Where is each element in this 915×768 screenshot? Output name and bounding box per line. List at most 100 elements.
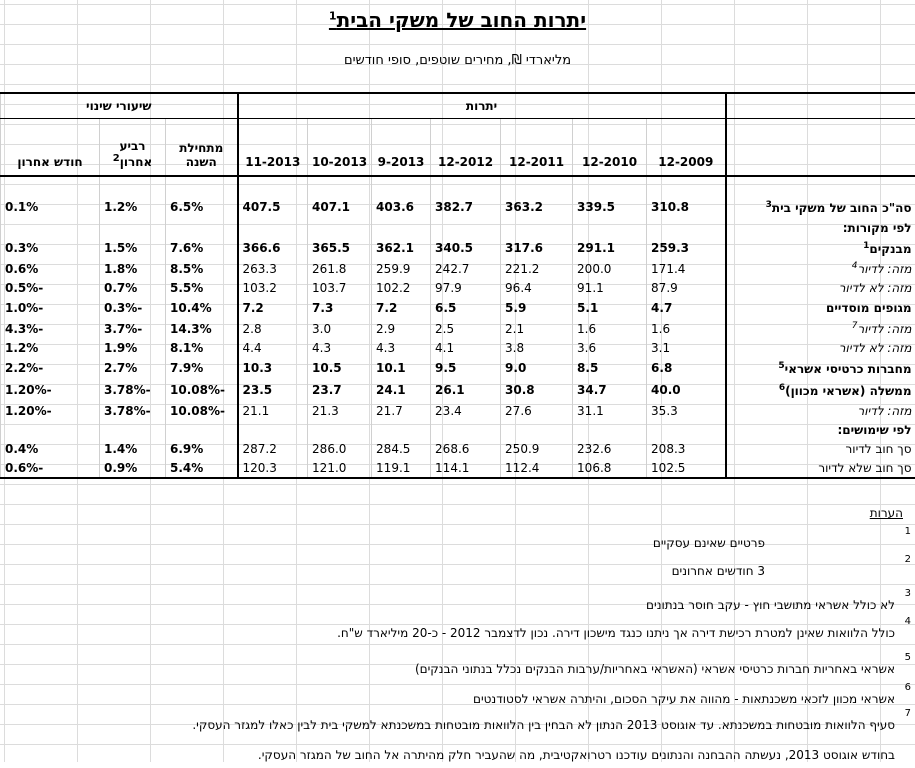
balance-cell bbox=[372, 420, 431, 439]
balance-cell: 5.9 bbox=[501, 297, 573, 319]
change-cell: -1.0% bbox=[1, 297, 100, 319]
balance-cell: 366.6 bbox=[238, 237, 308, 259]
note-number: 2 bbox=[905, 554, 911, 565]
row-label: מחברות כרטיסי אשראי5 bbox=[726, 357, 915, 379]
row-label: לפי שימושים: bbox=[726, 420, 915, 439]
balance-cell: 2.8 bbox=[238, 319, 308, 338]
row-label-text: מגופים מוסדיים bbox=[826, 301, 912, 315]
balance-cell: 407.5 bbox=[238, 196, 308, 218]
balances-header: יתרות bbox=[238, 93, 726, 119]
balance-cell: 106.8 bbox=[573, 458, 647, 478]
balance-cell: 3.6 bbox=[573, 338, 647, 357]
balance-cell: 114.1 bbox=[431, 458, 501, 478]
row-label-text: מזה: לדיור bbox=[857, 262, 911, 276]
row-label-text: סך חוב שלא לדיור bbox=[818, 461, 911, 475]
balance-cell bbox=[647, 420, 726, 439]
balance-cell: 286.0 bbox=[308, 439, 372, 458]
change-cell: -2.2% bbox=[1, 357, 100, 379]
balance-cell bbox=[238, 420, 308, 439]
balance-cell: 340.5 bbox=[431, 237, 501, 259]
row-label-text: מזה: לא לדיור bbox=[839, 341, 912, 355]
change-cell: -1.20% bbox=[1, 401, 100, 420]
row-label-text: מבנקים bbox=[869, 242, 911, 256]
balance-cell: 21.1 bbox=[238, 401, 308, 420]
balance-cell bbox=[501, 218, 573, 237]
row-label: סך חוב לדיור bbox=[726, 439, 915, 458]
change-cell: 0.4% bbox=[1, 439, 100, 458]
balance-cell: 2.9 bbox=[372, 319, 431, 338]
balance-cell: 102.5 bbox=[647, 458, 726, 478]
balance-cell: 242.7 bbox=[431, 259, 501, 278]
note-text: 3 חודשים אחרונים bbox=[672, 564, 765, 578]
change-cell bbox=[166, 420, 238, 439]
balance-cell: 1.6 bbox=[647, 319, 726, 338]
balance-cell: 35.3 bbox=[647, 401, 726, 420]
change-cell: -0.5% bbox=[1, 278, 100, 297]
balance-cell: 407.1 bbox=[308, 196, 372, 218]
balance-cell: 31.1 bbox=[573, 401, 647, 420]
balance-cell bbox=[501, 420, 573, 439]
balance-cell: 10.1 bbox=[372, 357, 431, 379]
note-number: 1 bbox=[905, 526, 911, 537]
change-cell: 2.7% bbox=[100, 357, 166, 379]
row-label-text: סה"כ החוב של משקי בית bbox=[772, 201, 912, 215]
balance-cell: 91.1 bbox=[573, 278, 647, 297]
balance-cell: 112.4 bbox=[501, 458, 573, 478]
note-number: 5 bbox=[905, 652, 911, 663]
balance-cell bbox=[308, 420, 372, 439]
balance-cell: 40.0 bbox=[647, 379, 726, 401]
balance-cell: 3.0 bbox=[308, 319, 372, 338]
row-label: סך חוב שלא לדיור bbox=[726, 458, 915, 478]
balance-cell: 34.7 bbox=[573, 379, 647, 401]
change-cell bbox=[100, 420, 166, 439]
since-start-year-header: מתחילת השנה bbox=[166, 119, 238, 177]
change-cell: -0.3% bbox=[100, 297, 166, 319]
change-cell: -10.08% bbox=[166, 379, 238, 401]
balance-cell: 23.5 bbox=[238, 379, 308, 401]
row-label-text: מחברות כרטיסי אשראי bbox=[785, 362, 912, 376]
row-label-text: ממשלה (אשראי מכוון) bbox=[785, 384, 911, 398]
balance-cell: 259.9 bbox=[372, 259, 431, 278]
change-cell: 8.1% bbox=[166, 338, 238, 357]
row-label: מזה: לא לדיור bbox=[726, 338, 915, 357]
balance-cell: 317.6 bbox=[501, 237, 573, 259]
balance-cell: 4.3 bbox=[372, 338, 431, 357]
balance-cell: 5.1 bbox=[573, 297, 647, 319]
change-cell: 8.5% bbox=[166, 259, 238, 278]
change-cell: 6.5% bbox=[166, 196, 238, 218]
balance-cell: 119.1 bbox=[372, 458, 431, 478]
change-cell: 1.4% bbox=[100, 439, 166, 458]
balance-cell bbox=[308, 218, 372, 237]
balance-cell: 96.4 bbox=[501, 278, 573, 297]
balance-cell: 120.3 bbox=[238, 458, 308, 478]
balance-cell bbox=[431, 218, 501, 237]
balance-cell: 7.2 bbox=[372, 297, 431, 319]
label-header bbox=[726, 93, 915, 119]
row-label: סה"כ החוב של משקי בית3 bbox=[726, 196, 915, 218]
balance-cell: 26.1 bbox=[431, 379, 501, 401]
note-text: לא כולל אשראי מתושבי חוץ - עקב חוסר בנתו… bbox=[646, 598, 895, 612]
note-text: פרטיים שאינם עסקיים bbox=[653, 536, 765, 550]
balance-cell: 24.1 bbox=[372, 379, 431, 401]
period-header: 12-2010 bbox=[573, 119, 647, 177]
change-cell: -3.78% bbox=[100, 401, 166, 420]
balance-cell: 23.7 bbox=[308, 379, 372, 401]
change-cell: -4.3% bbox=[1, 319, 100, 338]
balance-cell: 263.3 bbox=[238, 259, 308, 278]
note-number: 4 bbox=[905, 616, 911, 627]
balance-cell: 1.6 bbox=[573, 319, 647, 338]
balance-cell: 97.9 bbox=[431, 278, 501, 297]
note-item: 4 כולל הלוואות שאינן למטרת רכישת דירה אך … bbox=[10, 618, 915, 646]
balance-cell: 6.5 bbox=[431, 297, 501, 319]
note-text: כולל הלוואות שאינן למטרת רכישת דירה אך נ… bbox=[337, 626, 895, 640]
last-quarter-footnote: 2 bbox=[113, 153, 120, 164]
balance-cell: 382.7 bbox=[431, 196, 501, 218]
balance-cell: 9.5 bbox=[431, 357, 501, 379]
